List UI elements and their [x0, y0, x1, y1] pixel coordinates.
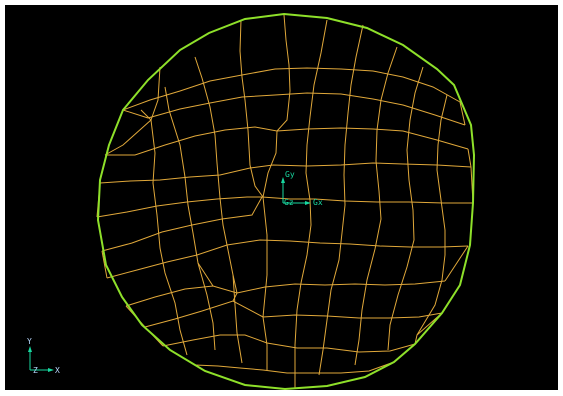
- mesh-elements: [96, 14, 474, 389]
- mesh-line: [122, 67, 461, 111]
- mesh-line: [122, 109, 149, 119]
- triad-z-label: Z: [33, 366, 38, 375]
- mesh-canvas[interactable]: Gy Gz Gx Y Z X: [5, 5, 558, 390]
- mesh-line: [99, 162, 472, 184]
- global-csys-marker: Gy Gz Gx: [281, 170, 323, 207]
- csys-x-label: Gx: [313, 198, 323, 207]
- triad-x-label: X: [55, 366, 60, 375]
- mesh-line: [162, 334, 416, 353]
- view-triad: Y Z X: [27, 337, 60, 375]
- mesh-line: [262, 196, 268, 370]
- csys-z-label: Gz: [284, 198, 294, 207]
- mesh-line: [354, 46, 398, 366]
- mesh-line: [416, 94, 448, 336]
- mesh-line: [197, 262, 214, 287]
- mesh-line: [467, 148, 472, 168]
- mesh-line: [164, 86, 216, 351]
- csys-y-label: Gy: [285, 170, 295, 179]
- mesh-line: [125, 280, 446, 307]
- mesh-line: [414, 312, 443, 345]
- mesh-line: [106, 239, 469, 279]
- mesh-line: [318, 24, 364, 376]
- mesh-line: [232, 274, 238, 302]
- mesh-line: [105, 126, 469, 156]
- mesh-line: [96, 196, 473, 218]
- mesh-line: [144, 300, 443, 328]
- mesh-line: [459, 101, 466, 126]
- mesh-line: [387, 66, 424, 351]
- mesh-line: [101, 250, 108, 279]
- mesh-line: [239, 19, 264, 198]
- mesh-line: [140, 109, 188, 356]
- triad-y-label: Y: [27, 337, 32, 346]
- mesh-line: [194, 56, 243, 364]
- graphics-viewport[interactable]: Gy Gz Gx Y Z X: [5, 5, 558, 390]
- mesh-line: [104, 119, 152, 156]
- mesh-line: [150, 66, 161, 121]
- mesh-line: [294, 19, 328, 389]
- mesh-line: [147, 92, 466, 126]
- mesh-line: [444, 245, 469, 282]
- mesh-line: [194, 361, 395, 374]
- circular-boundary: [96, 12, 476, 390]
- mesh-line: [262, 14, 291, 198]
